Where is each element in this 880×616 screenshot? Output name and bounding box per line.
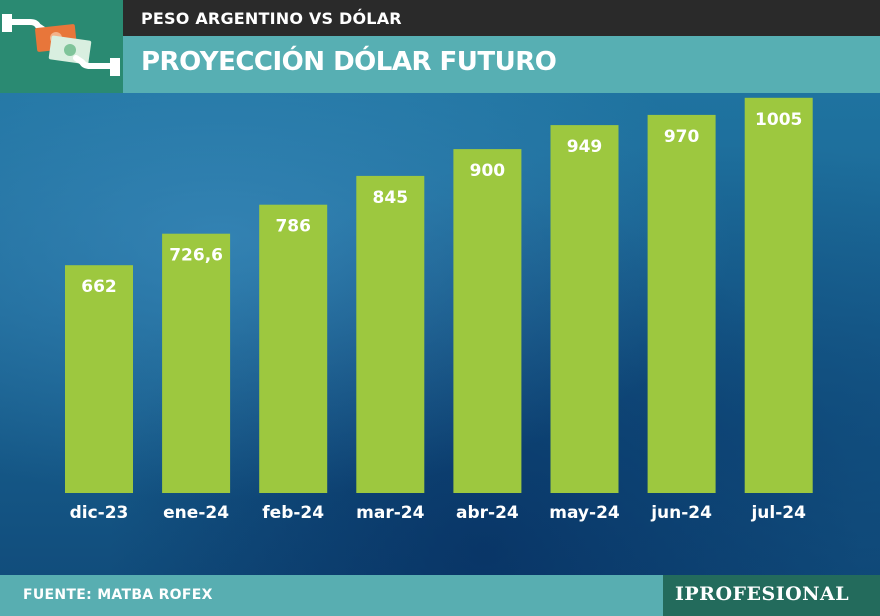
bar-dic-23 xyxy=(65,265,133,493)
category-label-jun-24: jun-24 xyxy=(650,503,712,523)
brand-box: IPROFESIONAL xyxy=(663,575,880,616)
source-text: FUENTE: MATBA ROFEX xyxy=(23,587,213,603)
value-label-feb-24: 786 xyxy=(275,217,311,237)
brand-logo: IPROFESIONAL xyxy=(675,583,850,605)
chart-area: 662 726,6 786 845 900 949 970 1005 dic-23 ene-24… xyxy=(0,93,880,575)
category-label-mar-24: mar-24 xyxy=(356,503,424,523)
footer: FUENTE: MATBA ROFEX IPROFESIONAL xyxy=(0,575,880,616)
header-icon-box xyxy=(0,0,123,93)
value-label-may-24: 949 xyxy=(567,137,603,157)
bar-jul-24 xyxy=(744,97,813,494)
category-label-jul-24: jul-24 xyxy=(750,503,806,523)
bar-mar-24 xyxy=(356,175,425,493)
bar-may-24 xyxy=(550,125,619,493)
bar-abr-24 xyxy=(453,149,522,493)
subtitle: PESO ARGENTINO VS DÓLAR xyxy=(141,9,402,28)
bar-ene-24 xyxy=(162,233,231,493)
bar-feb-24 xyxy=(259,204,328,493)
subtitle-bar: PESO ARGENTINO VS DÓLAR xyxy=(123,0,880,36)
category-label-dic-23: dic-23 xyxy=(70,503,129,523)
bar-chart: 662 726,6 786 845 900 949 970 1005 dic-23 ene-24… xyxy=(65,97,813,523)
value-label-mar-24: 845 xyxy=(373,188,409,208)
category-label-feb-24: feb-24 xyxy=(262,503,324,523)
value-label-abr-24: 900 xyxy=(470,161,506,181)
category-label-abr-24: abr-24 xyxy=(456,503,519,523)
category-labels-group: dic-23 ene-24 feb-24 mar-24 abr-24 may-24 jun-… xyxy=(70,503,806,523)
category-label-may-24: may-24 xyxy=(549,503,620,523)
chart-title: PROYECCIÓN DÓLAR FUTURO xyxy=(141,47,557,77)
value-label-dic-23: 662 xyxy=(81,277,117,297)
source-bar: FUENTE: MATBA ROFEX xyxy=(0,575,663,616)
bar-jun-24 xyxy=(647,114,716,494)
value-label-ene-24: 726,6 xyxy=(169,246,223,266)
value-label-jul-24: 1005 xyxy=(755,110,802,130)
value-labels-group: 662 726,6 786 845 900 949 970 1005 xyxy=(81,110,802,297)
money-exchange-icon xyxy=(2,14,120,76)
value-label-jun-24: 970 xyxy=(664,127,700,147)
category-label-ene-24: ene-24 xyxy=(163,503,229,523)
bars-group xyxy=(65,97,813,494)
title-bar: PROYECCIÓN DÓLAR FUTURO xyxy=(123,36,880,93)
